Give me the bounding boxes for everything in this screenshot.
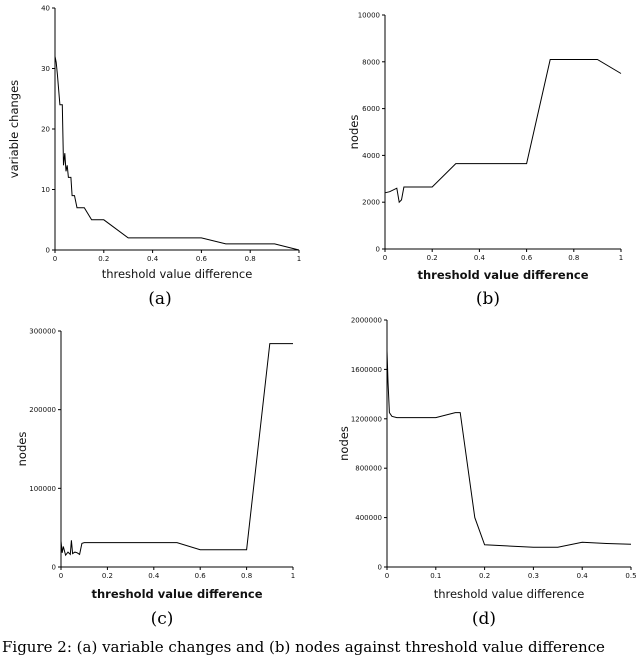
y-tick-label: 100000 bbox=[29, 485, 56, 493]
series-line bbox=[386, 350, 632, 548]
figure-caption: Figure 2: (a) variable changes and (b) n… bbox=[2, 638, 605, 656]
x-axis-label: threshold value difference bbox=[417, 268, 588, 282]
panel-label: (d) bbox=[472, 609, 496, 629]
y-tick-label: 800000 bbox=[355, 465, 382, 473]
y-tick-label: 0 bbox=[52, 564, 56, 572]
x-tick-label: 0.6 bbox=[521, 254, 533, 262]
x-tick-label: 0.6 bbox=[196, 255, 208, 263]
series-line bbox=[384, 59, 622, 204]
chart-panel-c: 0 0.2 0.4 0.6 0.8 1 0 100000 200000 300000 thresho… bbox=[15, 328, 295, 630]
x-tick-label: 0.2 bbox=[479, 572, 490, 580]
panel-label: (b) bbox=[476, 289, 500, 309]
x-tick-label: 0.4 bbox=[147, 255, 159, 263]
chart-panel-d: 0 0.1 0.2 0.3 0.4 0.5 0 400000 800000 1200000 1600… bbox=[337, 317, 637, 630]
y-tick-label: 30 bbox=[41, 65, 50, 73]
x-tick-label: 0.5 bbox=[625, 572, 636, 580]
y-tick-label: 300000 bbox=[29, 328, 56, 336]
x-tick-label: 0.8 bbox=[245, 255, 256, 263]
x-tick-label: 0.4 bbox=[148, 572, 160, 580]
x-tick-label: 0.1 bbox=[430, 572, 441, 580]
x-tick-label: 0.2 bbox=[102, 572, 113, 580]
x-tick-label: 0.8 bbox=[568, 254, 579, 262]
x-tick-label: 0.6 bbox=[195, 572, 207, 580]
series-line bbox=[54, 56, 300, 251]
y-tick-label: 200000 bbox=[29, 406, 56, 414]
y-axis-label: nodes bbox=[337, 426, 351, 461]
y-tick-label: 10000 bbox=[358, 12, 380, 20]
x-tick-label: 0.2 bbox=[427, 254, 438, 262]
y-tick-label: 0 bbox=[376, 246, 380, 254]
y-tick-label: 0 bbox=[46, 247, 50, 255]
x-tick-label: 0.4 bbox=[577, 572, 589, 580]
y-tick-label: 6000 bbox=[362, 105, 380, 113]
x-tick-label: 0.8 bbox=[241, 572, 252, 580]
y-tick-label: 400000 bbox=[355, 514, 382, 522]
x-tick-label: 1 bbox=[291, 572, 295, 580]
x-tick-label: 0.3 bbox=[528, 572, 539, 580]
x-tick-label: 0 bbox=[383, 254, 387, 262]
y-axis-label: nodes bbox=[15, 432, 29, 467]
panel-label: (c) bbox=[151, 609, 174, 629]
x-tick-label: 0 bbox=[59, 572, 63, 580]
y-tick-label: 1600000 bbox=[351, 366, 382, 374]
y-tick-label: 20 bbox=[41, 126, 50, 134]
series-line bbox=[60, 343, 293, 557]
y-tick-label: 2000000 bbox=[351, 317, 382, 325]
y-axis-label: nodes bbox=[347, 115, 361, 150]
x-axis-label: threshold value difference bbox=[102, 267, 253, 281]
x-tick-label: 0 bbox=[53, 255, 57, 263]
x-tick-label: 0.2 bbox=[98, 255, 109, 263]
x-tick-label: 0.4 bbox=[474, 254, 486, 262]
y-axis-label: variable changes bbox=[7, 80, 21, 178]
x-axis-label: threshold value difference bbox=[91, 587, 262, 601]
chart-panel-b: 0 0.2 0.4 0.6 0.8 1 0 2000 4000 6000 8000 10000 thre… bbox=[347, 12, 623, 310]
y-tick-label: 2000 bbox=[362, 199, 380, 207]
x-tick-label: 1 bbox=[619, 254, 623, 262]
y-tick-label: 8000 bbox=[362, 58, 380, 66]
x-axis-label: threshold value difference bbox=[434, 587, 585, 601]
x-tick-label: 1 bbox=[297, 255, 301, 263]
y-tick-label: 1200000 bbox=[351, 415, 382, 423]
panel-label: (a) bbox=[148, 289, 171, 309]
y-tick-label: 10 bbox=[41, 186, 50, 194]
x-tick-label: 0 bbox=[385, 572, 389, 580]
y-tick-label: 4000 bbox=[362, 152, 380, 160]
y-tick-label: 0 bbox=[378, 564, 382, 572]
y-tick-label: 40 bbox=[41, 5, 50, 13]
